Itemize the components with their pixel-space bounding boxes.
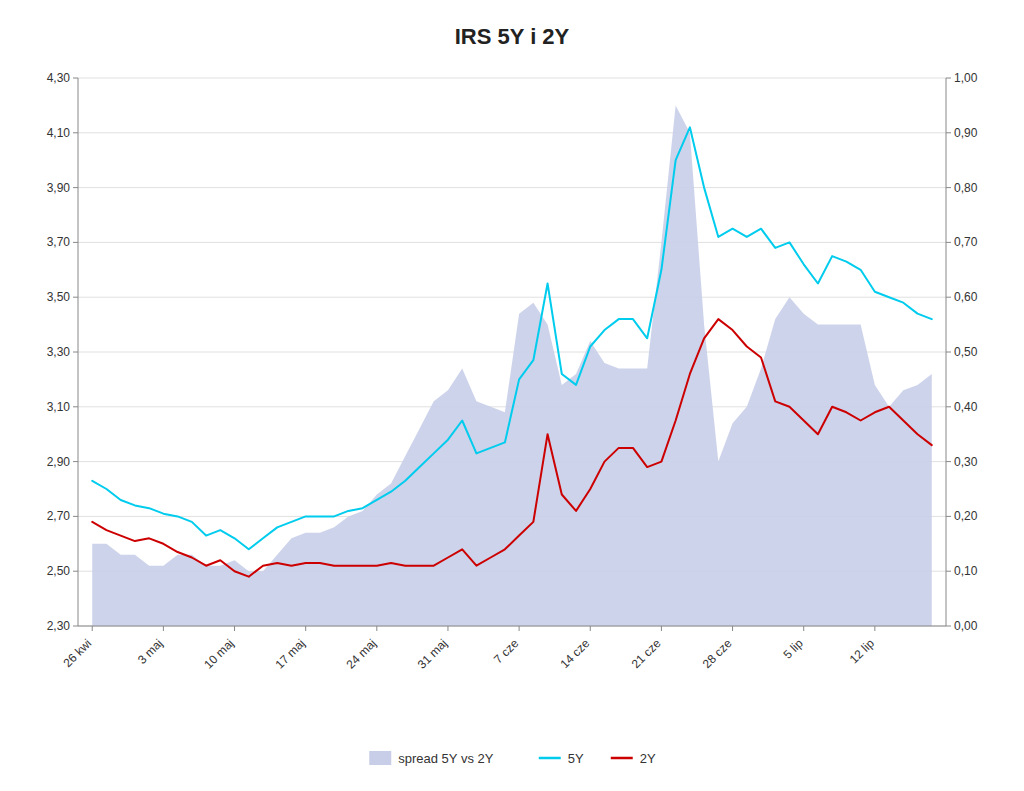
y2-tick (946, 132, 951, 133)
y-tick-label: 3,50 (47, 290, 71, 304)
y-tick (73, 516, 78, 517)
y2-tick-label: 0,40 (954, 400, 978, 414)
legend-item: spread 5Y vs 2Y (369, 751, 493, 766)
title: IRS 5Y i 2Y (455, 24, 570, 49)
x-tick (92, 626, 93, 631)
x-tick (874, 626, 875, 631)
y-tick-label: 2,70 (47, 509, 71, 523)
y-tick (73, 187, 78, 188)
y2-tick (946, 516, 951, 517)
x-tick (519, 626, 520, 631)
axes: 2,30 2,50 2,70 2,90 3,10 3,30 3,50 3,70 3,90 4,10… (47, 71, 978, 672)
legend-label: 5Y (568, 751, 584, 766)
x-tick (305, 626, 306, 631)
x-tick-label: 28 cze (700, 636, 735, 671)
x-tick-label: 5 lip (780, 636, 806, 662)
x-tick-label: 10 maj (201, 636, 236, 671)
y-tick (73, 406, 78, 407)
x-tick-label: 12 lip (847, 636, 877, 666)
y-tick (73, 571, 78, 572)
y2-tick (946, 78, 951, 79)
legend-swatch (611, 757, 633, 760)
chart: IRS 5Y i 2Y 2,30 2,50 2,70 2,90 3,10 3,30 3,50 3… (0, 0, 1024, 791)
y-tick-label: 3,70 (47, 235, 71, 249)
y2-tick-label: 0,20 (954, 509, 978, 523)
y-tick-label: 2,30 (47, 619, 71, 633)
series-line (92, 319, 932, 577)
y2-tick (946, 297, 951, 298)
y2-tick-label: 0,70 (954, 235, 978, 249)
y-tick (73, 352, 78, 353)
grid-line (78, 297, 946, 298)
y-tick-label: 3,90 (47, 181, 71, 195)
legend-swatch (369, 751, 391, 765)
y-tick-label: 3,10 (47, 400, 71, 414)
x-tick-label: 21 cze (629, 636, 664, 671)
x-tick (732, 626, 733, 631)
grid-line (78, 78, 946, 79)
y-tick (73, 242, 78, 243)
x-tick (803, 626, 804, 631)
grid-line (78, 187, 946, 188)
legend-label: spread 5Y vs 2Y (398, 751, 493, 766)
legend-item: 2Y (611, 751, 656, 766)
y2-tick-label: 0,80 (954, 181, 978, 195)
legend: spread 5Y vs 2Y 5Y 2Y (369, 751, 656, 766)
y2-tick (946, 242, 951, 243)
x-tick (234, 626, 235, 631)
y2-tick-label: 0,50 (954, 345, 978, 359)
y2-tick (946, 626, 951, 627)
grid (78, 78, 946, 626)
x-tick-label: 24 maj (344, 636, 379, 671)
grid-line (78, 626, 946, 627)
x-tick-label: 14 cze (557, 636, 592, 671)
x-axis-line (78, 626, 946, 627)
y2-tick (946, 461, 951, 462)
plot-area (92, 105, 932, 626)
x-tick (376, 626, 377, 631)
y-tick-label: 3,30 (47, 345, 71, 359)
legend-label: 2Y (640, 751, 656, 766)
x-tick-label: 3 maj (135, 636, 166, 667)
y-tick (73, 132, 78, 133)
y-tick (73, 297, 78, 298)
y2-tick-label: 0,10 (954, 564, 978, 578)
y2-tick-label: 1,00 (954, 71, 978, 85)
y-tick-label: 4,30 (47, 71, 71, 85)
spread-area (92, 105, 932, 626)
x-tick (590, 626, 591, 631)
x-tick (661, 626, 662, 631)
x-tick-label: 26 kwi (60, 636, 94, 670)
y2-tick-label: 0,00 (954, 619, 978, 633)
y-tick (73, 78, 78, 79)
grid-line (78, 242, 946, 243)
y-tick (73, 626, 78, 627)
grid-line (78, 132, 946, 133)
y2-tick (946, 352, 951, 353)
legend-swatch (539, 757, 561, 760)
y2-tick (946, 406, 951, 407)
y-tick (73, 461, 78, 462)
y-tick-label: 2,90 (47, 455, 71, 469)
x-tick-label: 17 maj (272, 636, 307, 671)
x-tick-label: 31 maj (415, 636, 450, 671)
series-line (92, 127, 932, 549)
y2-tick-label: 0,60 (954, 290, 978, 304)
y2-tick (946, 571, 951, 572)
x-tick (163, 626, 164, 631)
y2-tick-label: 0,90 (954, 126, 978, 140)
x-tick (447, 626, 448, 631)
y-tick-label: 2,50 (47, 564, 71, 578)
legend-item: 5Y (539, 751, 584, 766)
x-tick-label: 7 cze (491, 636, 521, 666)
y2-tick-label: 0,30 (954, 455, 978, 469)
y-tick-label: 4,10 (47, 126, 71, 140)
y2-tick (946, 187, 951, 188)
